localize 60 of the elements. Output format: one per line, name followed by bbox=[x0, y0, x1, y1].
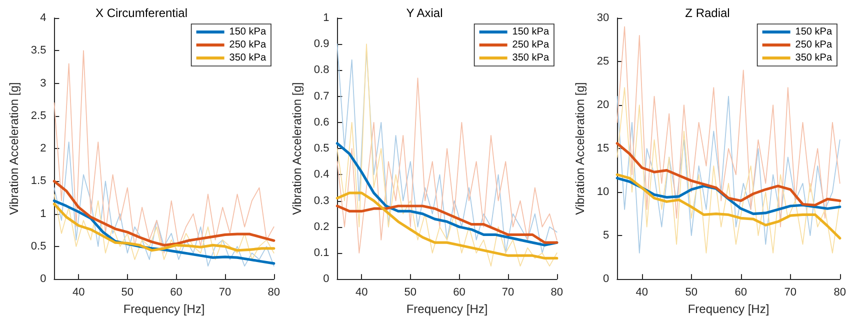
x-tick-label: 60 bbox=[170, 286, 182, 299]
x-tick-label: 40 bbox=[355, 286, 368, 299]
y-tick-label: 0.5 bbox=[30, 240, 46, 252]
x-tick-label: 40 bbox=[636, 286, 648, 299]
y-tick-label: 3 bbox=[40, 77, 46, 90]
legend-label: 250 kPa bbox=[795, 40, 832, 50]
y-tick-label: 0.5 bbox=[314, 142, 330, 155]
x-tick-label: 40 bbox=[72, 286, 85, 299]
y-axis-title: Vibration Acceleration [g] bbox=[573, 82, 587, 215]
x-tick-label: 70 bbox=[784, 286, 797, 299]
y-tick-label: 2.5 bbox=[30, 110, 46, 122]
legend-label: 250 kPa bbox=[512, 40, 550, 50]
x-tick-label: 80 bbox=[268, 286, 280, 299]
x-tick-label: 50 bbox=[404, 286, 417, 299]
x-tick-label: 70 bbox=[218, 286, 232, 299]
x-tick-label: 80 bbox=[834, 286, 846, 299]
y-tick-label: 0 bbox=[603, 273, 610, 286]
legend-label: 150 kPa bbox=[795, 26, 832, 38]
x-tick-label: 70 bbox=[502, 286, 514, 299]
y-axis-title: Vibration Acceleration [g] bbox=[290, 82, 304, 215]
y-tick-label: 0 bbox=[323, 273, 330, 286]
x-tick-label: 60 bbox=[453, 286, 466, 299]
y-tick-label: 0.4 bbox=[314, 168, 330, 181]
y-tick-label: 1 bbox=[40, 208, 46, 220]
x-tick-label: 50 bbox=[121, 286, 134, 299]
y-tick-label: 30 bbox=[596, 12, 610, 24]
y-tick-label: 25 bbox=[596, 56, 610, 68]
y-tick-label: 20 bbox=[596, 99, 610, 112]
y-tick-label: 0.2 bbox=[314, 220, 330, 233]
y-tick-label: 4 bbox=[40, 12, 46, 24]
y-tick-label: 5 bbox=[603, 230, 610, 242]
y-tick-label: 0.6 bbox=[314, 116, 330, 128]
y-tick-label: 0 bbox=[40, 273, 46, 286]
chart-title: Z Radial bbox=[685, 6, 730, 20]
x-tick-label: 80 bbox=[550, 286, 564, 299]
y-tick-label: 3.5 bbox=[30, 44, 46, 57]
legend-label: 350 kPa bbox=[229, 52, 266, 64]
y-tick-label: 1.5 bbox=[30, 175, 46, 188]
y-axis-title: Vibration Acceleration [g] bbox=[7, 82, 21, 215]
y-tick-label: 0.9 bbox=[314, 38, 330, 50]
y-tick-label: 1 bbox=[323, 12, 330, 24]
x-tick-label: 60 bbox=[734, 286, 748, 299]
x-axis-title: Frequency [Hz] bbox=[688, 302, 770, 316]
y-tick-label: 0.1 bbox=[314, 246, 330, 259]
y-tick-label: 10 bbox=[596, 186, 610, 198]
x-tick-label: 50 bbox=[685, 286, 698, 299]
legend-label: 150 kPa bbox=[229, 26, 266, 38]
y-tick-label: 0.3 bbox=[314, 194, 330, 207]
chart-title: X Circumferential bbox=[95, 6, 188, 20]
x-axis-title: Frequency [Hz] bbox=[123, 302, 205, 316]
y-tick-label: 2 bbox=[40, 142, 46, 155]
y-tick-label: 0.7 bbox=[314, 90, 330, 102]
chart-title: Y Axial bbox=[406, 6, 443, 20]
legend-label: 350 kPa bbox=[795, 52, 832, 64]
x-axis-title: Frequency [Hz] bbox=[406, 302, 488, 316]
legend-label: 350 kPa bbox=[512, 52, 550, 64]
legend-label: 150 kPa bbox=[512, 26, 550, 38]
y-tick-label: 0.8 bbox=[314, 64, 330, 76]
legend-label: 250 kPa bbox=[229, 40, 266, 50]
y-tick-label: 15 bbox=[596, 142, 610, 155]
